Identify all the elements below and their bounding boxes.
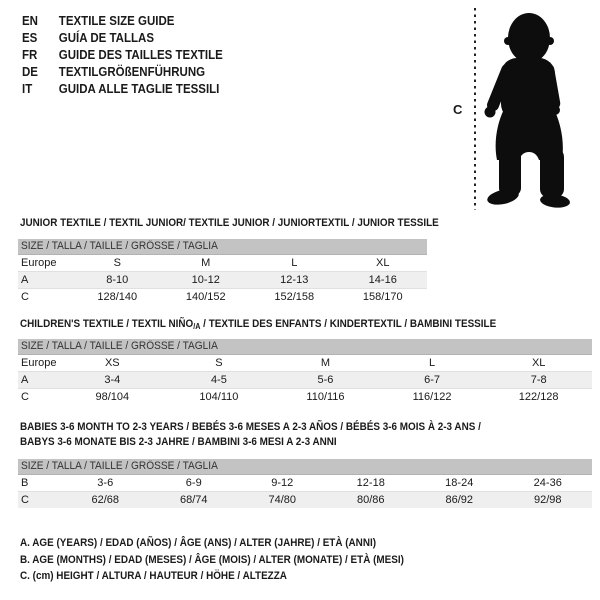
junior-size-table: SIZE / TALLA / TAILLE / GRÖSSE / TAGLIA … [18,239,427,305]
height-cell: 62/68 [91,494,120,506]
table-row-height: C 62/68 68/74 74/80 80/86 86/92 92/98 [18,492,592,508]
size-cell: XS [104,357,120,369]
baby-silhouette-icon [484,13,570,208]
size-header-bar: SIZE / TALLA / TAILLE / GRÖSSE / TAGLIA [18,239,427,255]
table-row-height: C 98/104 104/110 110/116 116/122 122/128 [18,389,592,405]
row-label: B [21,477,29,489]
row-label: C [21,391,29,403]
language-title: GUIDE DES TAILLES TEXTILE [58,48,223,62]
height-cell: 140/152 [185,291,226,303]
row-label: A [21,274,29,286]
age-cell: 10-12 [191,274,220,286]
row-label: C [21,291,29,303]
row-label: C [21,494,29,506]
language-title-list: EN TEXTILE SIZE GUIDE ES GUÍA DE TALLAS … [22,13,240,98]
language-code: DE [22,65,38,79]
babies-section-title: BABIES 3-6 MONTH TO 2-3 YEARS / BEBÉS 3-… [20,420,481,450]
height-cell: 152/158 [274,291,315,303]
table-row-europe: Europe S M L XL [18,255,427,272]
age-cell: 14-16 [368,274,397,286]
height-cell: 92/98 [533,494,562,506]
age-cell: 12-13 [280,274,309,286]
age-cell: 24-36 [533,477,562,489]
age-cell: 3-4 [104,374,121,386]
language-code: EN [22,14,38,28]
height-dotted-line [474,8,476,210]
table-row-height: C 128/140 140/152 152/158 158/170 [18,289,427,305]
language-code: IT [22,82,33,96]
table-row-age-months: B 3-6 6-9 9-12 12-18 18-24 24-36 [18,475,592,492]
age-cell: 5-6 [317,374,334,386]
table-row-europe: Europe XS S M L XL [18,355,592,372]
legend-line-age-months: B. AGE (MONTHS) / EDAD (MESES) / ÂGE (MO… [20,553,404,566]
children-section-title: CHILDREN'S TEXTILE / TEXTIL NIÑO/A / TEX… [20,317,496,334]
language-title: GUIDA ALLE TAGLIE TESSILI [58,82,220,96]
junior-section-title: JUNIOR TEXTILE / TEXTIL JUNIOR/ TEXTILE … [20,217,439,229]
height-cell: 128/140 [97,291,138,303]
language-title: GUÍA DE TALLAS [58,31,154,45]
age-cell: 8-10 [106,274,129,286]
height-measure-label: C [453,102,463,117]
size-cell: M [201,257,211,269]
height-cell: 116/122 [412,391,452,403]
height-cell: 158/170 [362,291,403,303]
age-cell: 7-8 [530,374,547,386]
language-row-de: DE TEXTILGRÖßENFÜHRUNG [22,64,223,81]
children-title-prefix: CHILDREN'S TEXTILE / TEXTIL NIÑO [20,318,194,330]
size-cell: XL [376,257,390,269]
language-row-fr: FR GUIDE DES TAILLES TEXTILE [22,47,223,64]
language-row-it: IT GUIDA ALLE TAGLIE TESSILI [22,81,223,98]
language-title: TEXTILE SIZE GUIDE [58,14,175,28]
babies-title-line1: BABIES 3-6 MONTH TO 2-3 YEARS / BEBÉS 3-… [20,421,481,433]
height-cell: 68/74 [179,494,208,506]
size-cell: S [113,257,121,269]
table-row-age: A 3-4 4-5 5-6 6-7 7-8 [18,372,592,389]
language-title: TEXTILGRÖßENFÜHRUNG [58,65,206,79]
babies-title-line2: BABYS 3-6 MONATE BIS 2-3 JAHRE / BAMBINI… [20,436,337,448]
age-cell: 6-9 [185,477,202,489]
age-cell: 9-12 [271,477,294,489]
legend-line-age-years: A. AGE (YEARS) / EDAD (AÑOS) / ÂGE (ANS)… [20,537,377,549]
age-cell: 6-7 [424,374,441,386]
height-cell: 110/116 [306,391,345,403]
size-header-label: SIZE / TALLA / TAILLE / GRÖSSE / TAGLIA [21,340,218,352]
height-cell: 74/80 [268,494,297,506]
height-cell: 86/92 [445,494,474,506]
height-cell: 80/86 [356,494,385,506]
size-cell: L [291,257,298,269]
age-cell: 12-18 [356,477,385,489]
height-cell: 98/104 [95,391,130,403]
row-label: Europe [21,257,57,269]
children-title-subscript: /A [193,322,201,331]
size-cell: M [320,357,331,369]
size-header-label: SIZE / TALLA / TAILLE / GRÖSSE / TAGLIA [21,460,218,472]
language-row-es: ES GUÍA DE TALLAS [22,30,223,47]
size-header-bar: SIZE / TALLA / TAILLE / GRÖSSE / TAGLIA [18,459,592,475]
age-cell: 4-5 [210,374,227,386]
table-row-age: A 8-10 10-12 12-13 14-16 [18,272,427,289]
size-cell: S [215,357,223,369]
age-cell: 3-6 [97,477,114,489]
language-code: ES [22,31,38,45]
children-size-table: SIZE / TALLA / TAILLE / GRÖSSE / TAGLIA … [18,339,592,405]
age-cell: 18-24 [445,477,474,489]
height-cell: 104/110 [199,391,239,403]
size-cell: XL [531,357,546,369]
language-row-en: EN TEXTILE SIZE GUIDE [22,13,223,30]
size-cell: L [429,357,436,369]
height-cell: 122/128 [518,391,559,403]
legend-line-height: C. (cm) HEIGHT / ALTURA / HAUTEUR / HÖHE… [20,570,287,582]
legend: A. AGE (YEARS) / EDAD (AÑOS) / ÂGE (ANS)… [20,535,447,585]
row-label: A [21,374,29,386]
children-title-suffix: / TEXTILE DES ENFANTS / KINDERTEXTIL / B… [200,318,497,330]
size-header-label: SIZE / TALLA / TAILLE / GRÖSSE / TAGLIA [21,240,218,252]
language-code: FR [22,48,38,62]
size-header-bar: SIZE / TALLA / TAILLE / GRÖSSE / TAGLIA [18,339,592,355]
row-label: Europe [21,357,57,369]
babies-size-table: SIZE / TALLA / TAILLE / GRÖSSE / TAGLIA … [18,459,592,508]
